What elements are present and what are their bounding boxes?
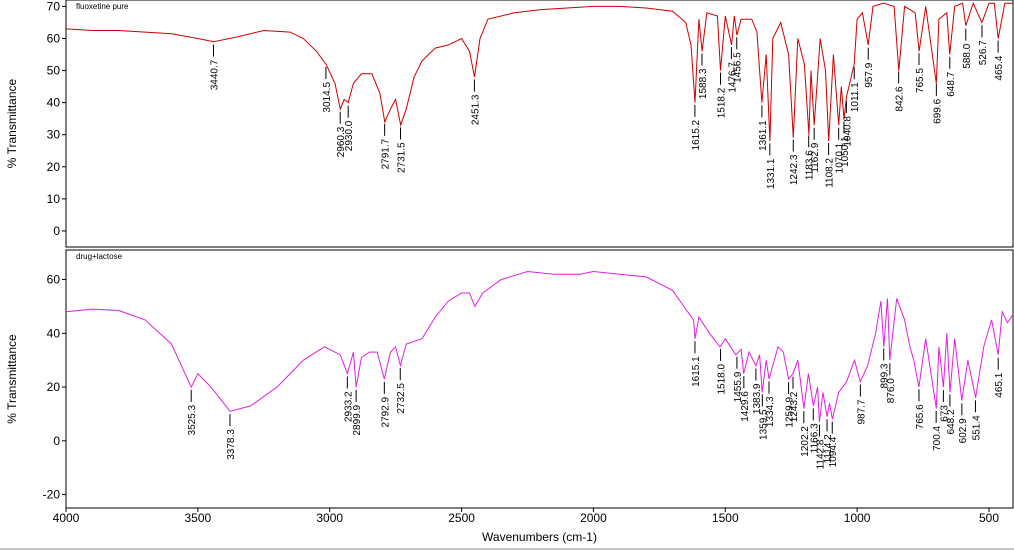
x-axis-label: Wavenumbers (cm-1): [482, 530, 597, 544]
peak-label: 2792.9: [380, 396, 391, 427]
peak-label: 3378.3: [226, 429, 237, 460]
peak-label: 1040.8: [842, 116, 853, 147]
peak-label: 648.2: [946, 409, 957, 434]
spectrum-line: [65, 270, 1014, 423]
peak-label: 1142.8: [815, 439, 826, 469]
x-tick-label: 3500: [185, 511, 212, 525]
peak-label: 1476.7: [727, 62, 738, 93]
y-tick-label: 20: [47, 380, 61, 394]
y-tick-label: 60: [47, 273, 61, 287]
peak-label: 3440.7: [209, 59, 220, 90]
panel-title: drug+lactose: [76, 252, 123, 261]
peak-label: 648.7: [946, 71, 957, 96]
y-tick-label: 40: [47, 326, 61, 340]
peak-label: 1334.3: [765, 396, 776, 427]
peak-label: 465.1: [994, 372, 1005, 397]
peak-label: 1518.0: [717, 364, 728, 395]
peak-label: 1202.2: [800, 426, 811, 457]
spectrum-line: [65, 1, 1013, 142]
peak-label: 1456.5: [733, 52, 744, 83]
peak-label: 1183.6: [805, 150, 816, 180]
x-tick-label: 3000: [316, 511, 343, 525]
y-tick-label: 10: [47, 192, 61, 206]
peak-label: 1114.2: [823, 434, 834, 464]
panel-title: fluoxetine pure: [76, 2, 129, 11]
peak-label: 765.6: [915, 404, 926, 429]
peak-label: 1070.1: [835, 142, 846, 173]
y-tick-label: 0: [53, 434, 60, 448]
peak-label: 1455.9: [733, 371, 744, 402]
peak-label: 588.0: [962, 43, 973, 68]
peak-label: 1331.1: [766, 158, 777, 189]
peak-label: 1518.2: [716, 87, 727, 118]
y-tick-label: 70: [47, 0, 61, 13]
peak-label: 1094.4: [828, 436, 839, 467]
peak-label: 2791.7: [381, 138, 392, 169]
peak-label: 1162.9: [810, 142, 821, 172]
peak-label: 602.9: [958, 418, 969, 443]
y-axis-label: % Transmittance: [5, 334, 19, 424]
peak-label: 2732.5: [396, 383, 407, 414]
peak-label: 700.4: [932, 425, 943, 450]
y-tick-label: 30: [47, 128, 61, 142]
peak-label: 876.0: [886, 378, 897, 403]
y-tick-label: 50: [47, 64, 61, 78]
peak-label: 3525.3: [187, 404, 198, 435]
y-tick-label: 60: [47, 31, 61, 45]
x-tick-label: 1000: [844, 511, 871, 525]
peak-label: 699.6: [932, 98, 943, 123]
peak-label: 1243.2: [789, 391, 800, 422]
y-tick-label: 20: [47, 160, 61, 174]
y-tick-label: 0: [53, 224, 60, 238]
peak-label: 2930.0: [344, 120, 355, 151]
peak-label: 551.4: [971, 415, 982, 440]
x-tick-label: 2000: [580, 511, 607, 525]
peak-label: 465.4: [994, 55, 1005, 80]
peak-label: 2451.3: [470, 94, 481, 125]
y-tick-label: -20: [43, 488, 61, 502]
x-tick-label: 1500: [712, 511, 739, 525]
peak-label: 765.5: [915, 68, 926, 93]
peak-label: 1615.2: [691, 119, 702, 150]
plot-frame: [65, 0, 1014, 248]
peak-label: 1166.3: [809, 423, 820, 453]
x-tick-label: 500: [979, 511, 999, 525]
peak-label: 1429.6: [740, 391, 751, 422]
y-tick-label: 40: [47, 96, 61, 110]
peak-label: 1588.3: [698, 68, 709, 99]
peak-label: 673: [939, 405, 950, 422]
x-tick-label: 2500: [448, 511, 475, 525]
peak-label: 1359.5: [758, 409, 769, 440]
peak-label: 842.6: [895, 86, 906, 111]
peak-label: 1242.3: [789, 154, 800, 185]
peak-label: 1361.1: [758, 120, 769, 151]
peak-label: 1108.2: [825, 158, 836, 188]
plot-frame: [65, 249, 1014, 509]
peak-label: 957.9: [864, 62, 875, 87]
peak-label: 899.3: [880, 363, 891, 388]
peak-label: 3014.5: [322, 82, 333, 113]
peak-label: 1011.1: [850, 82, 861, 112]
peak-label: 2960.3: [336, 126, 347, 157]
peak-label: 987.7: [856, 399, 867, 424]
peak-label: 1259.9: [785, 397, 796, 428]
peak-label: 1050.1: [840, 136, 851, 167]
peak-label: 2899.9: [352, 404, 363, 435]
peak-label: 1615.1: [691, 356, 702, 387]
peak-label: 2731.5: [397, 142, 408, 173]
peak-label: 1383.9: [752, 383, 763, 414]
peak-label: 526.7: [978, 40, 989, 65]
peak-label: 2933.2: [343, 391, 354, 422]
y-axis-label: % Transmittance: [5, 78, 19, 168]
x-tick-label: 4000: [53, 511, 80, 525]
